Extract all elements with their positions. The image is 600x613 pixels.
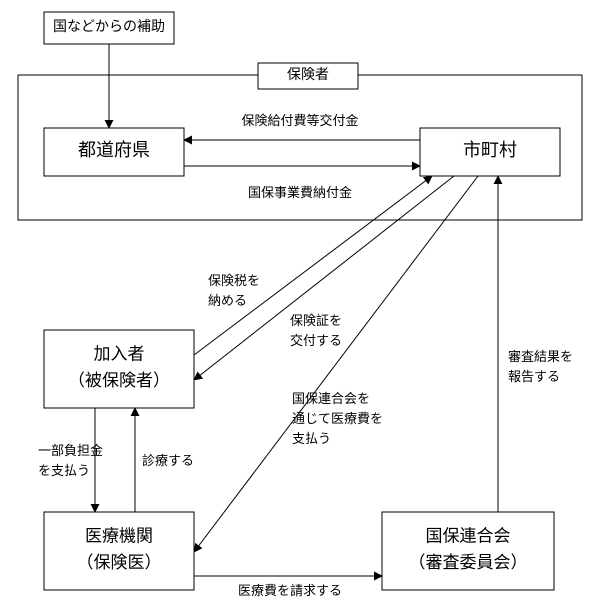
node-medical xyxy=(44,512,194,590)
node-medical-label-1: （保険医） xyxy=(77,553,162,572)
edge-label-fed_pay3: 支払う xyxy=(292,431,331,446)
node-subsidy-label-0: 国などからの補助 xyxy=(53,19,165,35)
node-municipality-label-0: 市町村 xyxy=(463,140,517,160)
node-insured-label-1: （被保険者） xyxy=(68,371,170,390)
edge-label-treat: 診療する xyxy=(142,453,194,468)
edge-7 xyxy=(194,176,478,552)
node-prefecture-label-0: 都道府県 xyxy=(78,140,150,160)
edge-label-copay1: 一部負担金 xyxy=(38,443,103,458)
edge-label-report1: 審査結果を xyxy=(508,349,573,364)
node-federation-label-1: （審査委員会） xyxy=(409,553,528,572)
edge-label-card2: 交付する xyxy=(290,333,342,348)
edge-label-copay2: を支払う xyxy=(38,463,90,478)
node-federation xyxy=(382,512,554,590)
node-insured xyxy=(44,330,194,408)
edge-label-tax2: 納める xyxy=(208,293,247,308)
node-insured-label-0: 加入者 xyxy=(94,345,145,364)
node-federation-label-0: 国保連合会 xyxy=(426,527,511,546)
node-insurer_title-label-0: 保険者 xyxy=(287,67,329,83)
edge-label-fed_pay2: 通じて医療費を xyxy=(292,411,383,426)
edge-label-grant: 保険給付費等交付金 xyxy=(241,113,358,128)
edge-label-bill: 医療費を請求する xyxy=(238,583,342,598)
edge-label-card1: 保険証を xyxy=(290,313,342,328)
edge-label-tax1: 保険税を xyxy=(208,273,260,288)
edge-label-fed_pay1: 国保連合会を xyxy=(292,391,370,406)
node-medical-label-0: 医療機関 xyxy=(85,527,153,546)
edge-label-report2: 報告する xyxy=(508,369,560,384)
edge-label-payment: 国保事業費納付金 xyxy=(248,185,352,200)
